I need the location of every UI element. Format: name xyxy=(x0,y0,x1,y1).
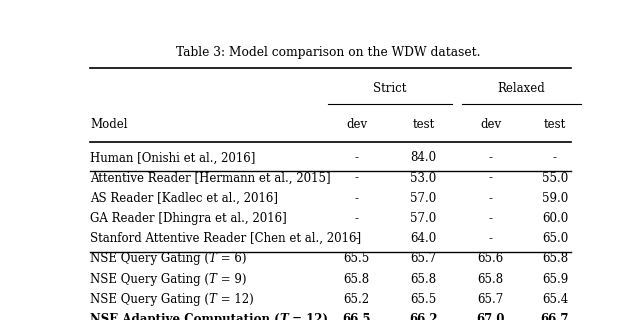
Text: 65.0: 65.0 xyxy=(542,232,568,245)
Text: 65.7: 65.7 xyxy=(477,293,504,306)
Text: Stanford Attentive Reader [Chen et al., 2016]: Stanford Attentive Reader [Chen et al., … xyxy=(90,232,361,245)
Text: 65.8: 65.8 xyxy=(542,252,568,265)
Text: 60.0: 60.0 xyxy=(542,212,568,225)
Text: -: - xyxy=(355,172,358,185)
Text: 84.0: 84.0 xyxy=(410,151,436,164)
Text: 57.0: 57.0 xyxy=(410,192,436,205)
Text: -: - xyxy=(488,232,492,245)
Text: 57.0: 57.0 xyxy=(410,212,436,225)
Text: Attentive Reader [Hermann et al., 2015]: Attentive Reader [Hermann et al., 2015] xyxy=(90,172,330,185)
Text: = 6): = 6) xyxy=(217,252,246,265)
Text: 59.0: 59.0 xyxy=(542,192,568,205)
Text: 66.2: 66.2 xyxy=(409,313,438,320)
Text: Strict: Strict xyxy=(373,83,406,95)
Text: 65.2: 65.2 xyxy=(344,293,369,306)
Text: -: - xyxy=(488,212,492,225)
Text: -: - xyxy=(488,151,492,164)
Text: test: test xyxy=(544,118,566,131)
Text: 65.7: 65.7 xyxy=(410,252,436,265)
Text: = 12): = 12) xyxy=(217,293,253,306)
Text: -: - xyxy=(488,172,492,185)
Text: 67.0: 67.0 xyxy=(476,313,505,320)
Text: T: T xyxy=(209,252,217,265)
Text: 65.5: 65.5 xyxy=(344,252,370,265)
Text: T: T xyxy=(209,293,217,306)
Text: -: - xyxy=(488,192,492,205)
Text: Human [Onishi et al., 2016]: Human [Onishi et al., 2016] xyxy=(90,151,255,164)
Text: 65.8: 65.8 xyxy=(344,273,369,286)
Text: 65.9: 65.9 xyxy=(542,273,568,286)
Text: = 12): = 12) xyxy=(288,313,328,320)
Text: 64.0: 64.0 xyxy=(410,232,436,245)
Text: 55.0: 55.0 xyxy=(542,172,568,185)
Text: 65.8: 65.8 xyxy=(410,273,436,286)
Text: NSE Query Gating (: NSE Query Gating ( xyxy=(90,293,209,306)
Text: GA Reader [Dhingra et al., 2016]: GA Reader [Dhingra et al., 2016] xyxy=(90,212,287,225)
Text: T: T xyxy=(280,313,288,320)
Text: 65.4: 65.4 xyxy=(542,293,568,306)
Text: = 9): = 9) xyxy=(217,273,246,286)
Text: 65.6: 65.6 xyxy=(477,252,504,265)
Text: 66.7: 66.7 xyxy=(541,313,569,320)
Text: -: - xyxy=(355,151,358,164)
Text: test: test xyxy=(412,118,435,131)
Text: -: - xyxy=(553,151,557,164)
Text: NSE Query Gating (: NSE Query Gating ( xyxy=(90,273,209,286)
Text: dev: dev xyxy=(480,118,501,131)
Text: 65.8: 65.8 xyxy=(477,273,504,286)
Text: NSE Adaptive Computation (: NSE Adaptive Computation ( xyxy=(90,313,280,320)
Text: NSE Query Gating (: NSE Query Gating ( xyxy=(90,252,209,265)
Text: T: T xyxy=(209,273,217,286)
Text: AS Reader [Kadlec et al., 2016]: AS Reader [Kadlec et al., 2016] xyxy=(90,192,278,205)
Text: -: - xyxy=(355,192,358,205)
Text: 53.0: 53.0 xyxy=(410,172,436,185)
Text: Model: Model xyxy=(90,118,127,131)
Text: 65.5: 65.5 xyxy=(410,293,436,306)
Text: -: - xyxy=(355,232,358,245)
Text: -: - xyxy=(355,212,358,225)
Text: 66.5: 66.5 xyxy=(342,313,371,320)
Text: dev: dev xyxy=(346,118,367,131)
Text: Table 3: Model comparison on the WDW dataset.: Table 3: Model comparison on the WDW dat… xyxy=(176,46,480,59)
Text: Relaxed: Relaxed xyxy=(497,83,545,95)
